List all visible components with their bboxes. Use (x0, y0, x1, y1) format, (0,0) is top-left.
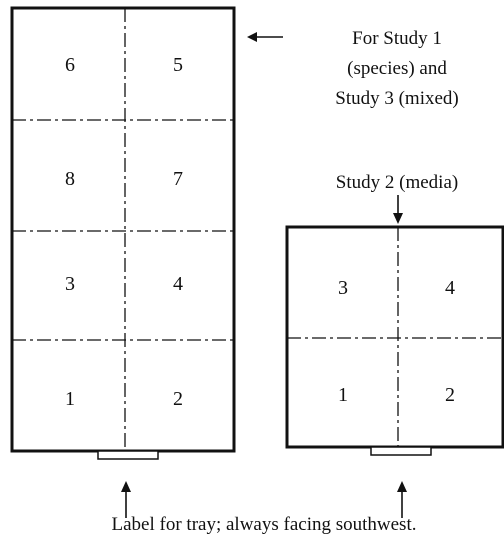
tray-b-caption: Study 2 (media) (336, 172, 458, 193)
tray-a-cell-7: 7 (173, 168, 183, 190)
tray-b-label-tab (370, 446, 432, 456)
tray-a-cell-4: 4 (173, 273, 183, 295)
tray-b-cell-1: 1 (338, 384, 348, 406)
tray-b: Study 2 (media) 3 4 1 2 (285, 172, 504, 456)
tray-a-pointer-arrow-head (247, 32, 257, 42)
tray-a-cell-2: 2 (173, 388, 183, 410)
tray-a-cell-6: 6 (65, 54, 75, 76)
tray-a-cell-8: 8 (65, 168, 75, 190)
tray-a: 6 5 8 7 3 4 1 2 (10, 6, 236, 460)
tray-b-cell-3: 3 (338, 277, 348, 299)
tray-b-outline (285, 225, 504, 449)
tray-a-label-arrow-head (121, 481, 131, 492)
tray-a-caption-group: For Study 1 (species) and Study 3 (mixed… (247, 28, 459, 109)
tray-a-caption-line-3: Study 3 (mixed) (335, 88, 459, 109)
tray-a-cell-3: 3 (65, 273, 75, 295)
tray-a-caption-line-1: For Study 1 (352, 28, 442, 49)
tray-b-cell-2: 2 (445, 384, 455, 406)
tray-a-label-tab (97, 450, 159, 460)
tray-b-cell-4: 4 (445, 277, 455, 299)
tray-a-cell-5: 5 (173, 54, 183, 76)
tray-a-outline (10, 6, 236, 453)
tray-b-label-arrow-head (397, 481, 407, 492)
tray-label-caption: Label for tray; always facing southwest. (112, 514, 417, 535)
tray-a-caption-line-2: (species) and (347, 58, 447, 79)
tray-a-cell-1: 1 (65, 388, 75, 410)
label-footer: Label for tray; always facing southwest. (112, 481, 417, 535)
tray-b-pointer-arrow-head (393, 213, 403, 224)
